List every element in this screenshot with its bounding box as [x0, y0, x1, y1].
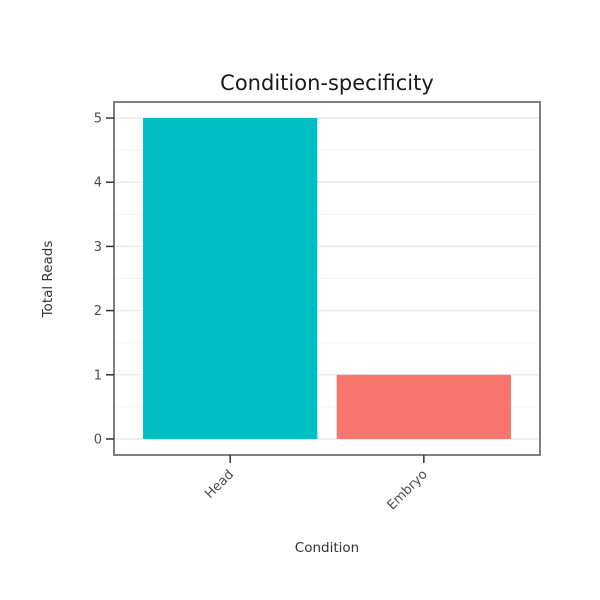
y-tick-label: 1	[94, 368, 102, 383]
chart-title: Condition-specificity	[220, 71, 434, 95]
y-tick-label: 0	[94, 432, 102, 447]
panel-border	[113, 101, 541, 456]
y-tick-label: 2	[94, 304, 102, 319]
x-tick-label-head: Head	[202, 467, 237, 502]
y-axis-label: Total Reads	[40, 241, 56, 319]
y-tick-label: 3	[94, 240, 102, 255]
bar-embryo	[336, 374, 511, 439]
x-axis-label: Condition	[295, 540, 359, 556]
y-tick-label: 5	[94, 112, 102, 127]
bar-head	[143, 118, 318, 439]
y-tick-label: 4	[94, 176, 102, 191]
x-tick-label-embryo: Embryo	[385, 467, 431, 513]
